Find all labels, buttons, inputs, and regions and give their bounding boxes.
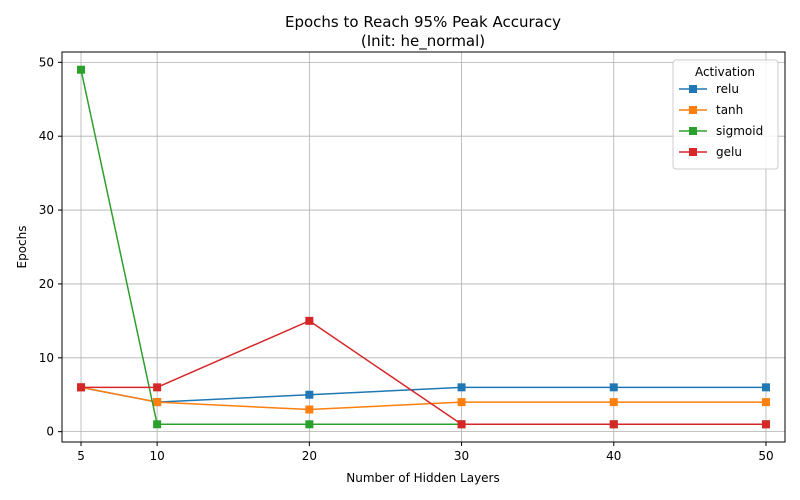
x-axis-label: Number of Hidden Layers [346, 471, 500, 485]
data-point-sigmoid [77, 65, 86, 74]
y-tick-label: 20 [39, 277, 54, 291]
y-axis-label: Epochs [15, 226, 29, 269]
data-point-relu [305, 390, 314, 399]
legend-item-tanh: tanh [679, 103, 743, 117]
series-sigmoid [77, 65, 770, 429]
legend-swatch-marker [689, 127, 697, 135]
data-point-sigmoid [153, 420, 162, 429]
y-tick-label: 40 [39, 129, 54, 143]
legend-label: tanh [716, 103, 743, 117]
x-tick-label: 30 [454, 449, 469, 463]
legend-label: gelu [716, 145, 742, 159]
legend-item-gelu: gelu [679, 145, 742, 159]
series-line-tanh [80, 386, 766, 411]
data-point-sigmoid [305, 420, 314, 429]
data-point-tanh [457, 398, 466, 407]
y-tick-label: 50 [39, 55, 54, 69]
legend: Activation relu tanh sigmoid gelu [672, 59, 779, 170]
chart-title: Epochs to Reach 95% Peak Accuracy [285, 13, 561, 31]
legend-swatch-marker [689, 148, 697, 156]
data-point-gelu [305, 316, 314, 325]
data-point-gelu [761, 420, 770, 429]
series-layer [77, 65, 770, 429]
data-point-gelu [77, 383, 86, 392]
x-tick-label: 40 [606, 449, 621, 463]
series-line-sigmoid [80, 69, 766, 426]
data-point-gelu [457, 420, 466, 429]
x-tick-label: 20 [302, 449, 317, 463]
x-tick-label: 10 [149, 449, 164, 463]
y-tick-label: 30 [39, 203, 54, 217]
data-point-gelu [153, 383, 162, 392]
legend-swatch-marker [689, 85, 697, 93]
x-axis-ticks: 5 10 20 30 40 50 [77, 442, 774, 463]
legend-items: relu tanh sigmoid gelu [679, 82, 763, 159]
legend-item-relu: relu [679, 82, 739, 96]
data-point-relu [761, 383, 770, 392]
data-point-gelu [609, 420, 618, 429]
legend-box [672, 59, 779, 170]
legend-swatch-marker [689, 106, 697, 114]
data-point-tanh [761, 398, 770, 407]
x-tick-label: 5 [77, 449, 85, 463]
y-tick-label: 10 [39, 351, 54, 365]
data-point-tanh [153, 398, 162, 407]
x-tick-label: 50 [758, 449, 773, 463]
series-line-relu [80, 386, 766, 403]
legend-label: relu [716, 82, 739, 96]
legend-label: sigmoid [716, 124, 763, 138]
plot-frame [61, 51, 786, 443]
data-point-tanh [305, 405, 314, 414]
data-point-relu [609, 383, 618, 392]
y-tick-label: 0 [46, 425, 54, 439]
y-axis-ticks: 0 10 20 30 40 50 [39, 55, 62, 439]
legend-title: Activation [695, 65, 755, 79]
series-gelu [77, 316, 770, 429]
data-point-relu [457, 383, 466, 392]
series-line-gelu [81, 320, 766, 426]
chart-subtitle: (Init: he_normal) [361, 32, 485, 51]
data-point-tanh [609, 398, 618, 407]
legend-item-sigmoid: sigmoid [679, 124, 763, 138]
